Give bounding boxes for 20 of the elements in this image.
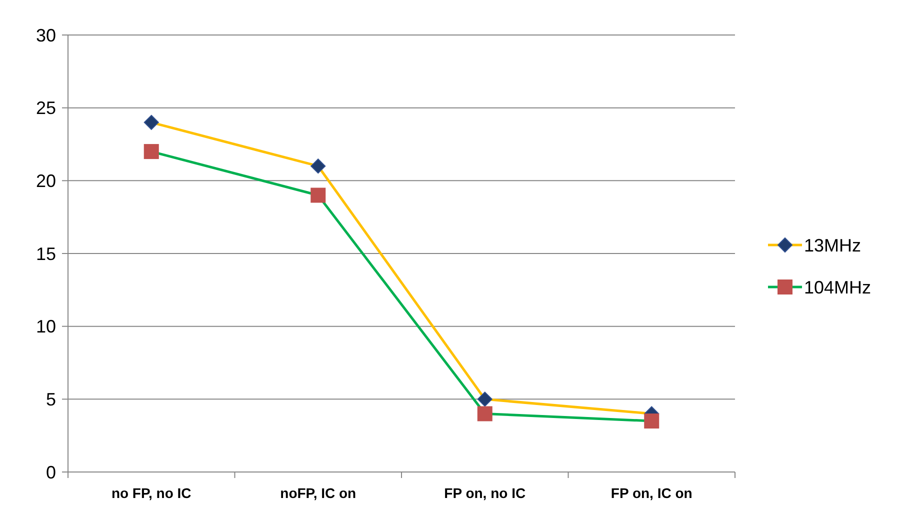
- legend-label: 104MHz: [804, 277, 872, 298]
- legend-label: 13MHz: [804, 235, 862, 256]
- x-tick-label: FP on, no IC: [444, 485, 526, 501]
- y-tick-label: 30: [36, 25, 56, 46]
- y-tick-label: 25: [36, 98, 56, 118]
- y-tick-label: 5: [46, 389, 56, 410]
- y-tick-label: 0: [46, 462, 56, 482]
- point: [144, 144, 159, 160]
- point: [310, 188, 326, 203]
- y-tick-label: 10: [36, 316, 56, 337]
- x-tick-label: FP on, IC on: [610, 485, 692, 501]
- x-tick-label: no FP, no IC: [111, 485, 192, 501]
- point: [644, 414, 660, 429]
- x-tick-label: noFP, IC on: [280, 485, 356, 501]
- point: [144, 114, 159, 130]
- y-tick-label: 20: [36, 170, 56, 191]
- y-tick-label: 15: [36, 244, 56, 264]
- point: [477, 406, 492, 422]
- point: [477, 392, 492, 407]
- point: [310, 158, 326, 174]
